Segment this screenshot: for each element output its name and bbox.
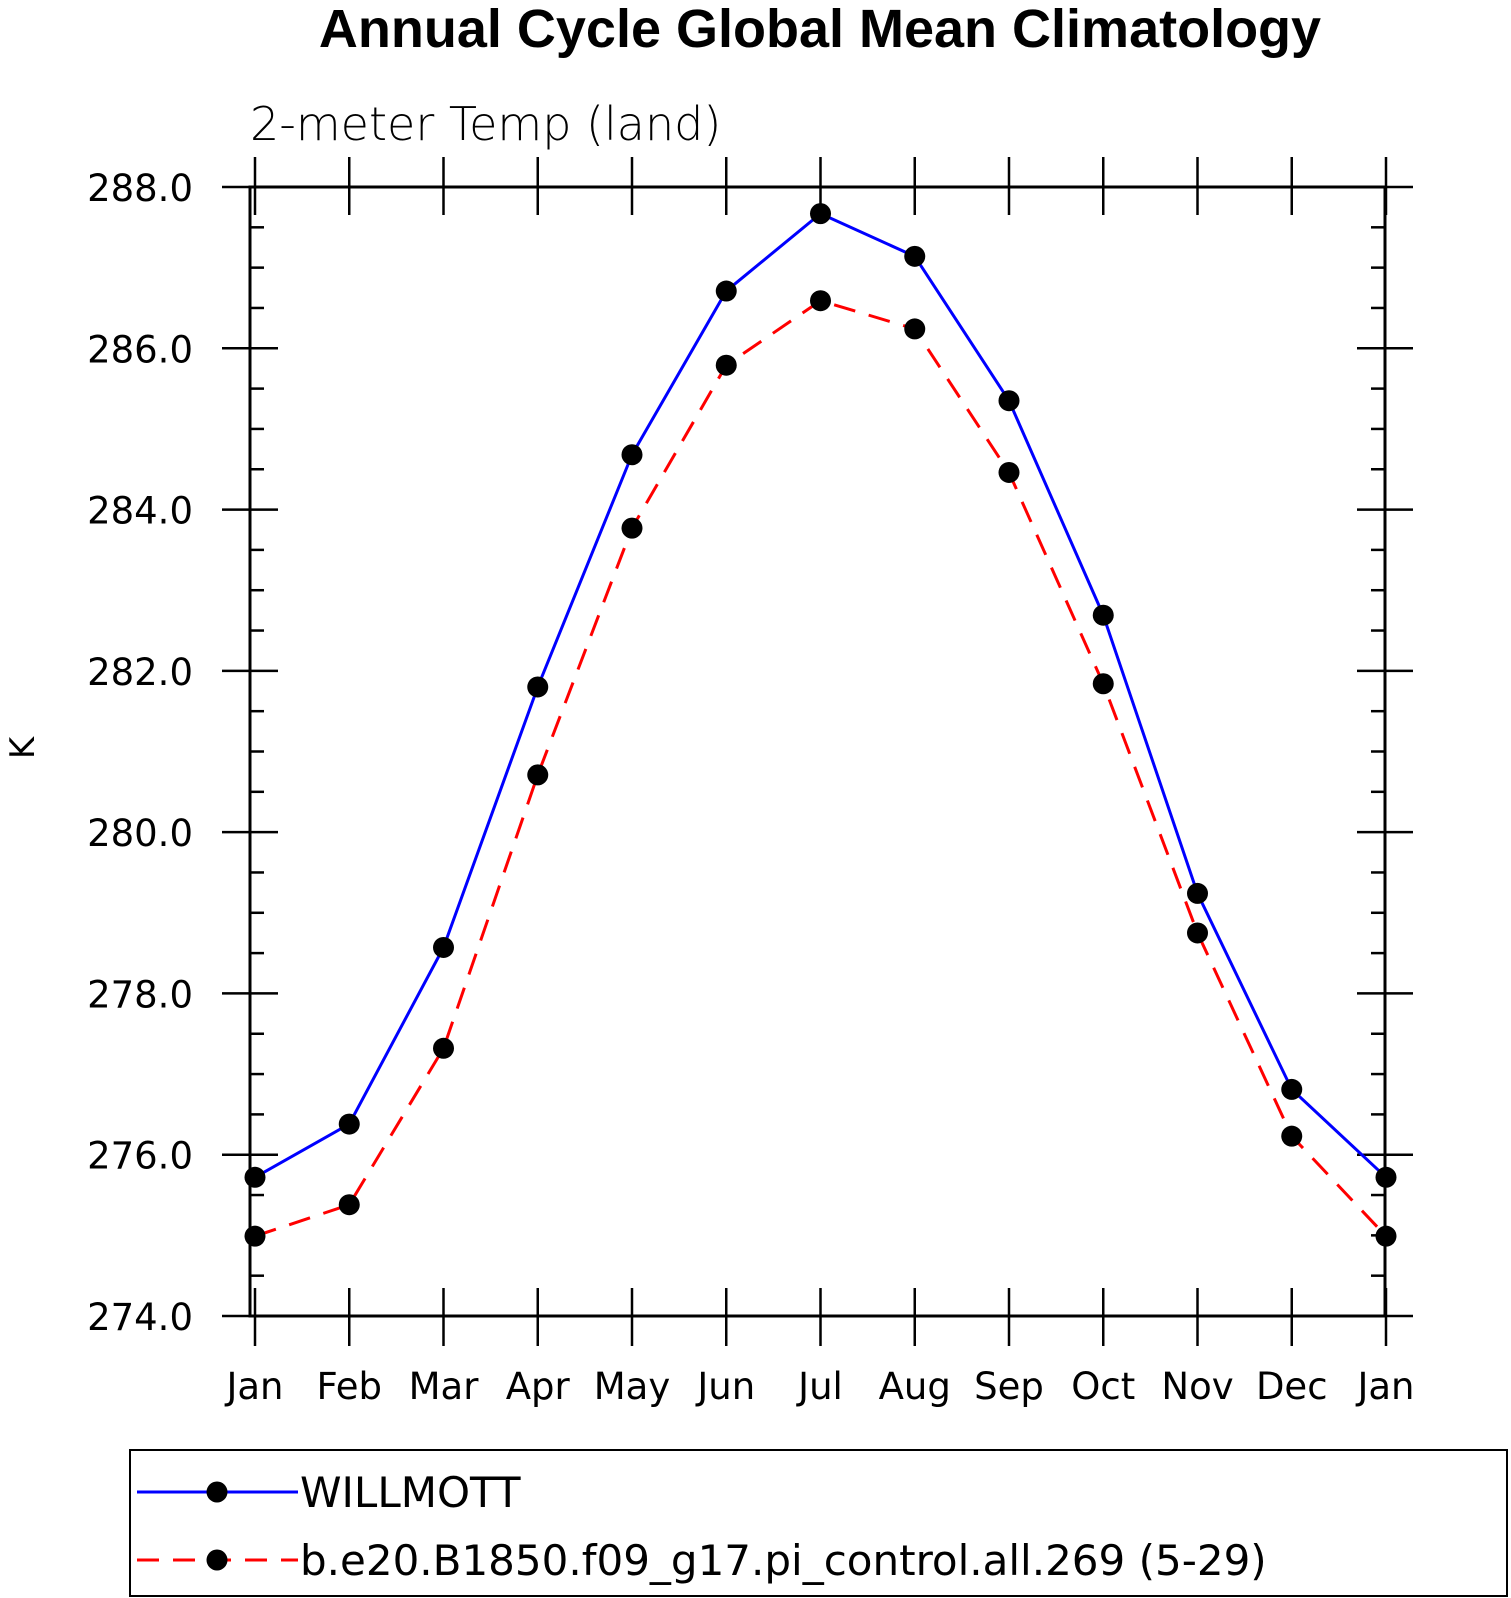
x-tick-label: Dec xyxy=(1256,1365,1328,1408)
data-point xyxy=(338,1113,360,1135)
data-point xyxy=(715,280,737,302)
data-point xyxy=(1092,673,1114,695)
x-tick-label: Mar xyxy=(409,1365,480,1408)
y-tick-label: 280.0 xyxy=(87,812,193,855)
data-point xyxy=(527,764,549,786)
series-2 xyxy=(244,290,1397,1247)
data-point xyxy=(433,1037,454,1059)
data-point xyxy=(715,354,737,376)
plot-frame xyxy=(248,185,1387,1318)
chart-subtitle: 2-meter Temp (land) xyxy=(250,97,721,151)
y-tick-label: 276.0 xyxy=(87,1135,193,1178)
legend-box xyxy=(129,1449,1508,1597)
data-point xyxy=(621,444,643,466)
x-tick-label: Oct xyxy=(1071,1365,1135,1408)
data-point xyxy=(1187,882,1208,904)
data-point xyxy=(904,245,926,267)
x-tick-label: Aug xyxy=(879,1365,951,1408)
y-tick-label: 282.0 xyxy=(87,651,193,694)
y-tick-label: 286.0 xyxy=(87,328,193,371)
legend-label: WILLMOTT xyxy=(300,1468,521,1517)
x-tick-label: Jul xyxy=(796,1365,843,1408)
series-1 xyxy=(244,203,1397,1188)
chart-title: Annual Cycle Global Mean Climatology xyxy=(319,0,1321,59)
data-point xyxy=(998,461,1020,483)
x-tick-label: Jun xyxy=(695,1365,755,1408)
y-tick-label: 278.0 xyxy=(87,973,193,1016)
y-tick-label: 274.0 xyxy=(87,1296,193,1339)
x-tick-label: Jan xyxy=(1355,1365,1414,1408)
legend-marker xyxy=(206,1549,228,1571)
data-point xyxy=(1092,604,1114,626)
data-point xyxy=(433,936,454,958)
data-point xyxy=(244,1225,266,1247)
data-point xyxy=(1375,1166,1397,1188)
x-tick-label: Apr xyxy=(506,1365,571,1408)
data-point xyxy=(244,1166,266,1188)
data-point xyxy=(527,676,549,698)
x-tick-label: May xyxy=(594,1365,671,1408)
y-tick-label: 288.0 xyxy=(87,167,193,210)
plot-area xyxy=(244,203,1397,1247)
data-point xyxy=(338,1194,360,1216)
data-point xyxy=(621,517,643,539)
x-tick-label: Nov xyxy=(1161,1365,1233,1408)
y-tick-label: 284.0 xyxy=(87,490,193,533)
x-tick-label: Feb xyxy=(316,1365,382,1408)
data-point xyxy=(1375,1225,1397,1247)
data-point xyxy=(810,203,831,225)
x-tick-label: Jan xyxy=(224,1365,283,1408)
x-tick-label: Sep xyxy=(974,1365,1044,1408)
data-point xyxy=(1187,922,1208,944)
y-axis-label: K xyxy=(3,735,43,759)
data-point xyxy=(904,318,926,340)
legend-label: b.e20.B1850.f09_g17.pi_control.all.269 (… xyxy=(300,1536,1267,1585)
data-point xyxy=(1281,1078,1303,1100)
data-point xyxy=(998,390,1020,412)
data-point xyxy=(1281,1125,1303,1147)
legend-marker xyxy=(206,1481,228,1503)
legend: WILLMOTT b.e20.B1850.f09_g17.pi_control.a… xyxy=(129,1449,1508,1597)
series-line xyxy=(254,211,1388,1179)
data-point xyxy=(810,290,831,312)
series-line xyxy=(254,299,1388,1238)
axes: 274.0 276.0 278.0 280.0 282.0 284.0 286.0 288.0… xyxy=(87,157,1415,1408)
